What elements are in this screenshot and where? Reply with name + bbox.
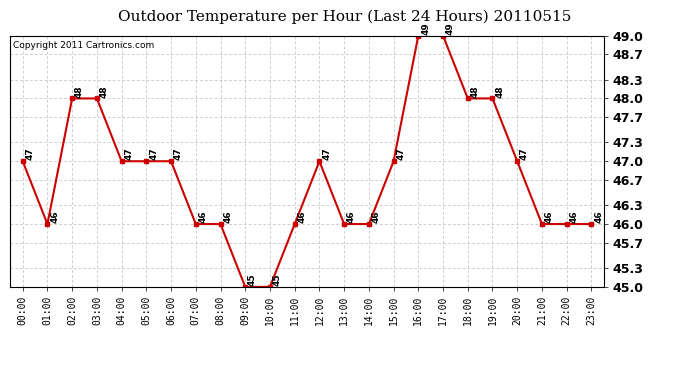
Text: 49: 49 <box>446 22 455 35</box>
Text: 48: 48 <box>75 85 84 98</box>
Text: Outdoor Temperature per Hour (Last 24 Hours) 20110515: Outdoor Temperature per Hour (Last 24 Ho… <box>118 9 572 24</box>
Text: 47: 47 <box>520 148 529 160</box>
Text: 47: 47 <box>124 148 133 160</box>
Text: 48: 48 <box>495 85 504 98</box>
Text: 46: 46 <box>569 211 578 223</box>
Text: 46: 46 <box>594 211 603 223</box>
Text: 47: 47 <box>322 148 331 160</box>
Text: 47: 47 <box>26 148 34 160</box>
Text: 49: 49 <box>421 22 430 35</box>
Text: 46: 46 <box>297 211 306 223</box>
Text: 45: 45 <box>273 273 282 286</box>
Text: 47: 47 <box>149 148 158 160</box>
Text: 45: 45 <box>248 273 257 286</box>
Text: 48: 48 <box>99 85 108 98</box>
Text: Copyright 2011 Cartronics.com: Copyright 2011 Cartronics.com <box>13 40 155 50</box>
Text: 46: 46 <box>544 211 553 223</box>
Text: 46: 46 <box>50 211 59 223</box>
Text: 46: 46 <box>224 211 233 223</box>
Text: 46: 46 <box>347 211 356 223</box>
Text: 48: 48 <box>471 85 480 98</box>
Text: 47: 47 <box>396 148 405 160</box>
Text: 46: 46 <box>199 211 208 223</box>
Text: 47: 47 <box>174 148 183 160</box>
Text: 46: 46 <box>372 211 381 223</box>
